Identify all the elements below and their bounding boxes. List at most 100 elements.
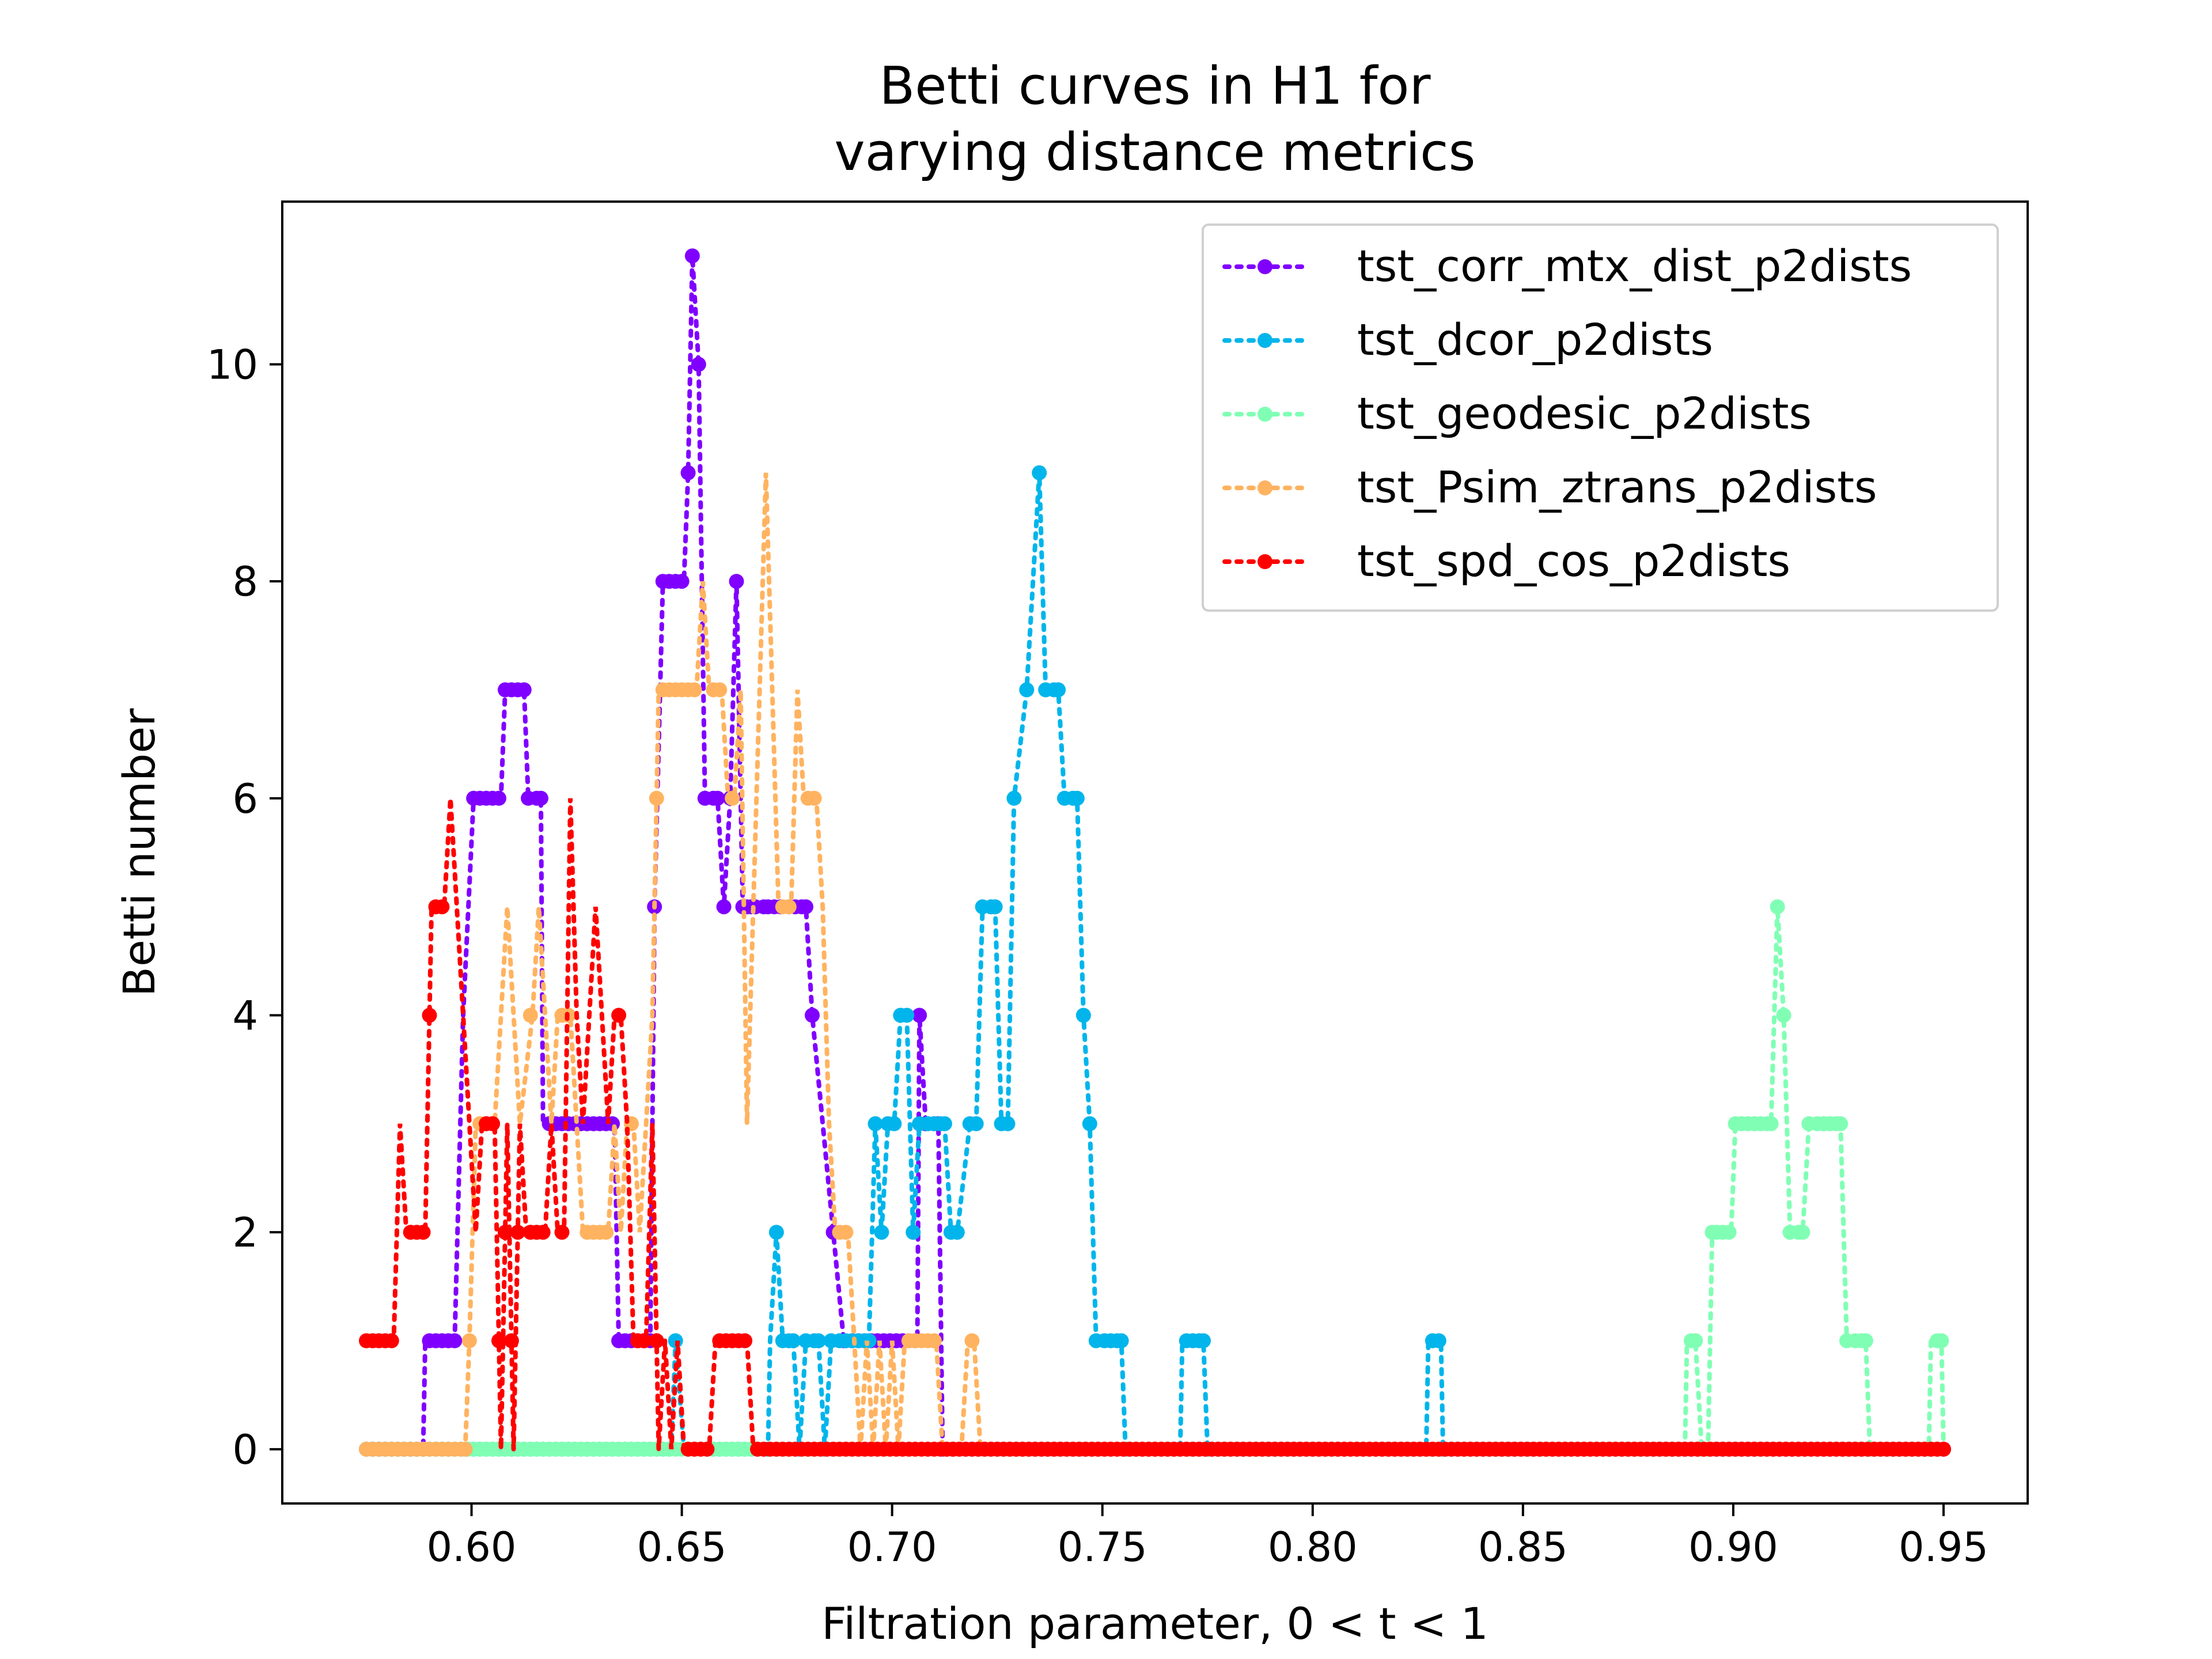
data-point [1196, 1333, 1211, 1349]
data-point [838, 1225, 854, 1240]
legend-marker [1257, 333, 1272, 348]
legend-marker [1257, 480, 1272, 495]
x-tick-label: 0.60 [427, 1524, 517, 1571]
y-axis: 0 2 4 6 8 10 [207, 342, 282, 1474]
legend-item: tst_geodesic_p2dists [1222, 388, 1812, 439]
data-point [461, 1333, 477, 1349]
data-point [716, 899, 732, 915]
data-point [1082, 1116, 1097, 1131]
data-point [554, 1225, 570, 1240]
y-tick-label: 6 [232, 775, 258, 823]
data-point [649, 1333, 664, 1349]
data-point [781, 899, 797, 915]
data-point [810, 1333, 826, 1349]
data-point [1770, 899, 1785, 915]
y-axis-label: Betti number [113, 708, 165, 997]
data-point [684, 248, 700, 264]
data-point [1000, 1116, 1016, 1131]
data-point [949, 1225, 965, 1240]
data-point [806, 790, 822, 806]
data-point [535, 1225, 551, 1240]
x-tick-label: 0.95 [1899, 1524, 1988, 1571]
y-tick-label: 4 [232, 993, 258, 1040]
data-point [1763, 1116, 1779, 1131]
data-point [1006, 790, 1022, 806]
plot-frame [281, 200, 2029, 1505]
data-point [687, 682, 702, 698]
x-tick-label: 0.65 [637, 1524, 727, 1571]
data-point [1051, 682, 1066, 698]
data-point [1019, 682, 1035, 698]
data-point [533, 790, 548, 806]
data-point [768, 1225, 784, 1240]
data-point [887, 1116, 902, 1131]
data-point [510, 1225, 525, 1240]
legend-label: tst_dcor_p2dists [1357, 314, 1713, 365]
data-point [1776, 1007, 1791, 1023]
x-tick-label: 0.75 [1058, 1524, 1147, 1571]
data-point [491, 790, 506, 806]
data-point [599, 1225, 614, 1240]
data-point [636, 1333, 652, 1349]
chart-title-line-2: varying distance metrics [834, 122, 1475, 183]
data-point [798, 899, 813, 915]
legend-item: tst_Psim_ztrans_p2dists [1222, 461, 1877, 513]
data-point [725, 790, 740, 806]
legend-label: tst_corr_mtx_dist_p2dists [1357, 240, 1912, 291]
data-point [415, 1225, 431, 1240]
data-point [649, 790, 664, 806]
data-point [926, 1333, 942, 1349]
data-point [868, 1116, 883, 1131]
data-point [1934, 1333, 1949, 1349]
y-tick-label: 10 [207, 342, 258, 389]
legend-item: tst_dcor_p2dists [1222, 314, 1713, 365]
series-layer [359, 248, 1951, 1457]
data-point [503, 1333, 519, 1349]
data-point [786, 1333, 801, 1349]
data-point [712, 682, 728, 698]
data-point [447, 1333, 463, 1349]
y-tick-label: 2 [232, 1209, 258, 1256]
legend-marker [1257, 407, 1272, 422]
legend-item: tst_corr_mtx_dist_p2dists [1222, 240, 1912, 291]
data-point [611, 1007, 627, 1023]
data-point [485, 1116, 501, 1131]
chart-title-line-1: Betti curves in H1 for [880, 56, 1431, 116]
data-point [1069, 790, 1085, 806]
data-point [968, 1116, 984, 1131]
data-point [384, 1333, 399, 1349]
legend-marker [1257, 259, 1272, 274]
x-tick-label: 0.70 [847, 1524, 937, 1571]
data-point [874, 1225, 889, 1240]
data-point [1833, 1116, 1849, 1131]
data-point [964, 1333, 980, 1349]
data-point [422, 1007, 437, 1023]
x-tick-label: 0.90 [1688, 1524, 1778, 1571]
data-point [498, 1225, 513, 1240]
legend-label: tst_Psim_ztrans_p2dists [1357, 461, 1877, 513]
data-point [457, 1441, 473, 1457]
data-point [674, 574, 690, 589]
data-point [1032, 465, 1047, 480]
data-point [906, 1225, 921, 1240]
data-point [912, 1007, 927, 1023]
x-axis-label: Filtration parameter, 0 < t < 1 [821, 1598, 1488, 1649]
data-point [1113, 1333, 1129, 1349]
legend-label: tst_geodesic_p2dists [1357, 388, 1812, 439]
data-point [680, 465, 696, 480]
data-point [1858, 1333, 1873, 1349]
data-point [987, 899, 1003, 915]
x-axis: 0.60 0.65 0.70 0.75 0.80 0.85 0.90 0.95 [427, 1503, 1988, 1571]
series-tst_spd_cos_p2dists [359, 798, 1951, 1457]
legend-marker [1257, 554, 1272, 569]
data-point [516, 682, 532, 698]
data-point [1688, 1333, 1703, 1349]
data-point [899, 1007, 915, 1023]
x-tick-label: 0.85 [1478, 1524, 1568, 1571]
y-tick-label: 8 [232, 558, 258, 605]
x-tick-label: 0.80 [1268, 1524, 1358, 1571]
y-tick-label: 0 [232, 1426, 258, 1474]
legend: tst_corr_mtx_dist_p2dists tst_dcor_p2dist… [1202, 224, 1999, 612]
data-point [710, 790, 725, 806]
